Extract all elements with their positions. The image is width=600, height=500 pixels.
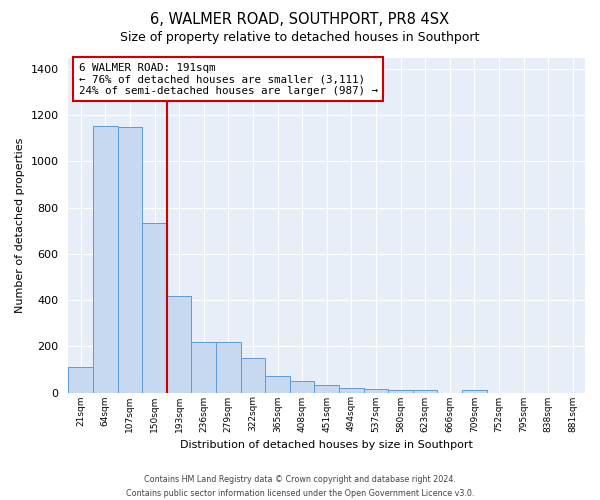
Text: Contains HM Land Registry data © Crown copyright and database right 2024.
Contai: Contains HM Land Registry data © Crown c… [126, 476, 474, 498]
Text: Size of property relative to detached houses in Southport: Size of property relative to detached ho… [121, 31, 479, 44]
Bar [167, 296, 191, 392]
Text: 6 WALMER ROAD: 191sqm
← 76% of detached houses are smaller (3,111)
24% of semi-d: 6 WALMER ROAD: 191sqm ← 76% of detached … [79, 62, 378, 96]
Bar [462, 390, 487, 392]
Bar [118, 128, 142, 392]
Bar [388, 390, 413, 392]
Bar [68, 367, 93, 392]
X-axis label: Distribution of detached houses by size in Southport: Distribution of detached houses by size … [180, 440, 473, 450]
Bar [413, 390, 437, 392]
Bar [265, 376, 290, 392]
Bar [191, 342, 216, 392]
Bar [364, 389, 388, 392]
Bar [241, 358, 265, 392]
Bar [216, 342, 241, 392]
Y-axis label: Number of detached properties: Number of detached properties [15, 138, 25, 312]
Bar [339, 388, 364, 392]
Bar [142, 223, 167, 392]
Bar [93, 126, 118, 392]
Text: 6, WALMER ROAD, SOUTHPORT, PR8 4SX: 6, WALMER ROAD, SOUTHPORT, PR8 4SX [151, 12, 449, 28]
Bar [290, 381, 314, 392]
Bar [314, 385, 339, 392]
